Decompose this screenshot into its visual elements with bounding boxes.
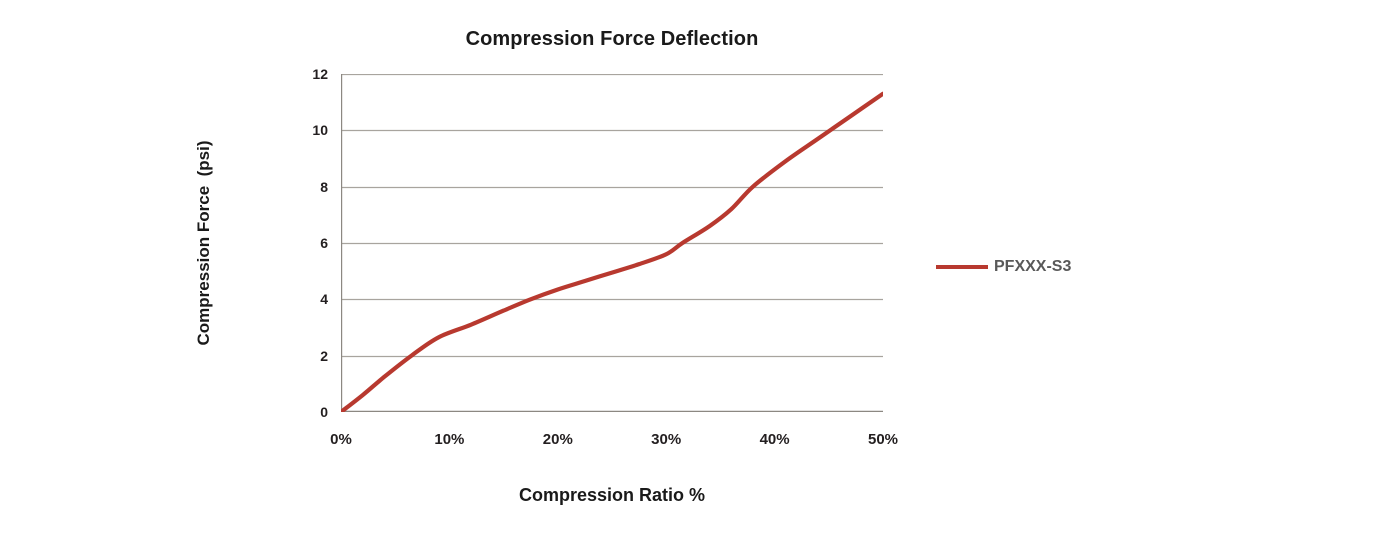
y-tick-label-2: 2 (320, 347, 328, 364)
y-tick-label-4: 4 (320, 291, 328, 308)
y-tick-label-0: 0 (320, 404, 328, 420)
series-line-pfxxx-s3 (341, 91, 883, 412)
x-tick-label-40: 40% (759, 431, 790, 448)
gridlines (341, 74, 883, 412)
x-tick-label-50: 50% (867, 431, 899, 448)
y-tick-label-6: 6 (320, 235, 328, 251)
x-tick-label-10: 10% (434, 431, 465, 448)
x-tick-label-30: 30% (651, 431, 682, 448)
y-tick-label-12: 12 (312, 66, 328, 82)
x-tick-label-0: 0% (330, 431, 352, 448)
y-tick-label-10: 10 (312, 122, 328, 139)
legend-swatch-pfxxx-s3 (936, 265, 988, 269)
x-tick-label-20: 20% (542, 431, 573, 448)
plot-area (341, 74, 883, 412)
plot-svg (341, 74, 883, 412)
x-axis-title: Compression Ratio % (518, 485, 706, 505)
legend-label-pfxxx-s3: PFXXX-S3 (994, 258, 1072, 275)
y-axis-title: Compression Force (psi) (183, 74, 225, 412)
axis-lines (341, 74, 883, 412)
data-series-group (341, 91, 883, 412)
chart-legend: PFXXX-S3 (936, 256, 1071, 278)
chart-title: Compression Force Deflection (465, 28, 759, 50)
y-tick-label-8: 8 (320, 178, 328, 195)
y-axis-title-text: Compression Force (psi) (194, 140, 213, 346)
